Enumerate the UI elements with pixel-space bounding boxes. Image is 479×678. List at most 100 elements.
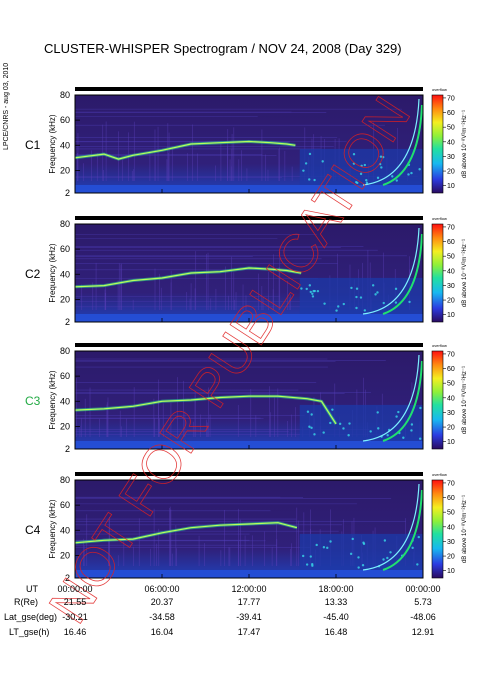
colorbar-tick-label: 30 (447, 410, 455, 417)
disturbed-region (299, 277, 423, 314)
disturbed-region (299, 148, 423, 185)
emission-patch (380, 166, 383, 169)
disturbed-region (299, 533, 423, 570)
y-tick-label: 20 (60, 421, 70, 431)
colorbar-tick-label: 40 (447, 139, 455, 146)
emission-line (74, 267, 302, 288)
emission-patch (397, 410, 400, 414)
emission-patch (363, 309, 367, 312)
emission-patch (394, 287, 398, 291)
panel-label: C3 (25, 394, 41, 408)
rising-arc (362, 98, 420, 186)
ut-label: UT (26, 584, 38, 594)
emission-patch (371, 284, 375, 287)
y-tick-label: 40 (60, 396, 70, 406)
emission-patch (376, 291, 379, 294)
colorbar-tick-label: 10 (447, 439, 455, 446)
emission-patch (389, 551, 392, 554)
colorbar-tick-label: 20 (447, 554, 455, 561)
y-tick-label: 20 (60, 165, 70, 175)
emission-patch (308, 152, 312, 156)
rising-arc-bright (382, 233, 423, 315)
emission-patch (355, 306, 358, 310)
emission-patch (329, 540, 332, 543)
emission-patch (326, 546, 329, 550)
orbit-value: 17.47 (237, 627, 261, 637)
orbit-value: 5.73 (414, 597, 432, 607)
y-tick-label: 60 (60, 500, 70, 510)
emission-patch (365, 179, 368, 182)
emission-patch (310, 426, 313, 430)
x-tick-label: 06:00:00 (144, 584, 180, 594)
emission-patch (394, 301, 398, 304)
emission-patch (322, 546, 326, 549)
emission-patch (342, 302, 345, 306)
emission-patch (355, 295, 358, 299)
emission-patch (349, 552, 353, 556)
y-tick-label: 40 (60, 140, 70, 150)
emission-patch (360, 164, 363, 167)
colorbar-overflow-label: overflow (432, 343, 447, 348)
colorbar-tick-label: 30 (447, 154, 455, 161)
emission-patch (305, 287, 308, 291)
colorbar-tick-label: 30 (447, 539, 455, 546)
emission-patch (395, 415, 398, 418)
panel-label: C1 (25, 138, 41, 152)
emission-patch (377, 427, 380, 430)
orbit-value: -30.21 (62, 612, 88, 622)
emission-patch (418, 437, 422, 440)
colorbar-label: dB above 10⁻⁸V²m⁻²Hz⁻¹ (461, 239, 468, 307)
colorbar-tick-label: 20 (447, 425, 455, 432)
emission-patch (313, 178, 316, 182)
colorbar-tick-label: 10 (447, 183, 455, 190)
emission-patch (411, 546, 414, 550)
emission-patch (357, 566, 360, 569)
colorbar-tick-label: 60 (447, 110, 455, 117)
panel-label: C4 (25, 523, 41, 537)
emission-line (74, 395, 337, 425)
colorbar-tick-label: 70 (447, 480, 455, 487)
emission-patch (365, 181, 369, 185)
y-axis-label: Frequency (kHz) (48, 499, 57, 558)
emission-patch (313, 433, 316, 436)
y-tick-label: 40 (60, 269, 70, 279)
emission-patch (352, 162, 356, 165)
emission-line (74, 522, 298, 544)
y-tick-label: 2 (65, 317, 70, 327)
emission-patch (391, 175, 394, 178)
y-tick-label: 60 (60, 371, 70, 381)
emission-patch (335, 309, 338, 312)
x-tick-label: 00:00:00 (57, 584, 93, 594)
rising-arc-bright (382, 489, 423, 571)
colorbar-tick-label: 10 (447, 312, 455, 319)
y-axis-label: Frequency (kHz) (48, 370, 57, 429)
colorbar-overflow-label: overflow (432, 87, 447, 92)
y-tick-label: 80 (60, 475, 70, 485)
emission-patch (304, 162, 308, 165)
emission-patch (410, 423, 414, 426)
status-bar (75, 87, 423, 91)
emission-patch (378, 162, 382, 166)
emission-patch (374, 293, 377, 296)
emission-patch (361, 564, 365, 567)
colorbar-tick-label: 50 (447, 381, 455, 388)
colorbar-tick-label: 50 (447, 125, 455, 132)
colorbar (431, 350, 444, 450)
orbit-value: 16.48 (324, 627, 348, 637)
colorbar-tick-label: 70 (447, 351, 455, 358)
y-tick-label: 20 (60, 550, 70, 560)
y-tick-label: 2 (65, 573, 70, 583)
colorbar-tick-label: 70 (447, 224, 455, 231)
x-tick-label: 12:00:00 (231, 584, 267, 594)
orbit-value: 20.37 (150, 597, 174, 607)
orbit-value: 21.55 (63, 597, 87, 607)
emission-patch (301, 554, 305, 558)
emission-patch (309, 555, 312, 558)
emission-patch (410, 171, 413, 175)
panel-label: C2 (25, 267, 41, 281)
